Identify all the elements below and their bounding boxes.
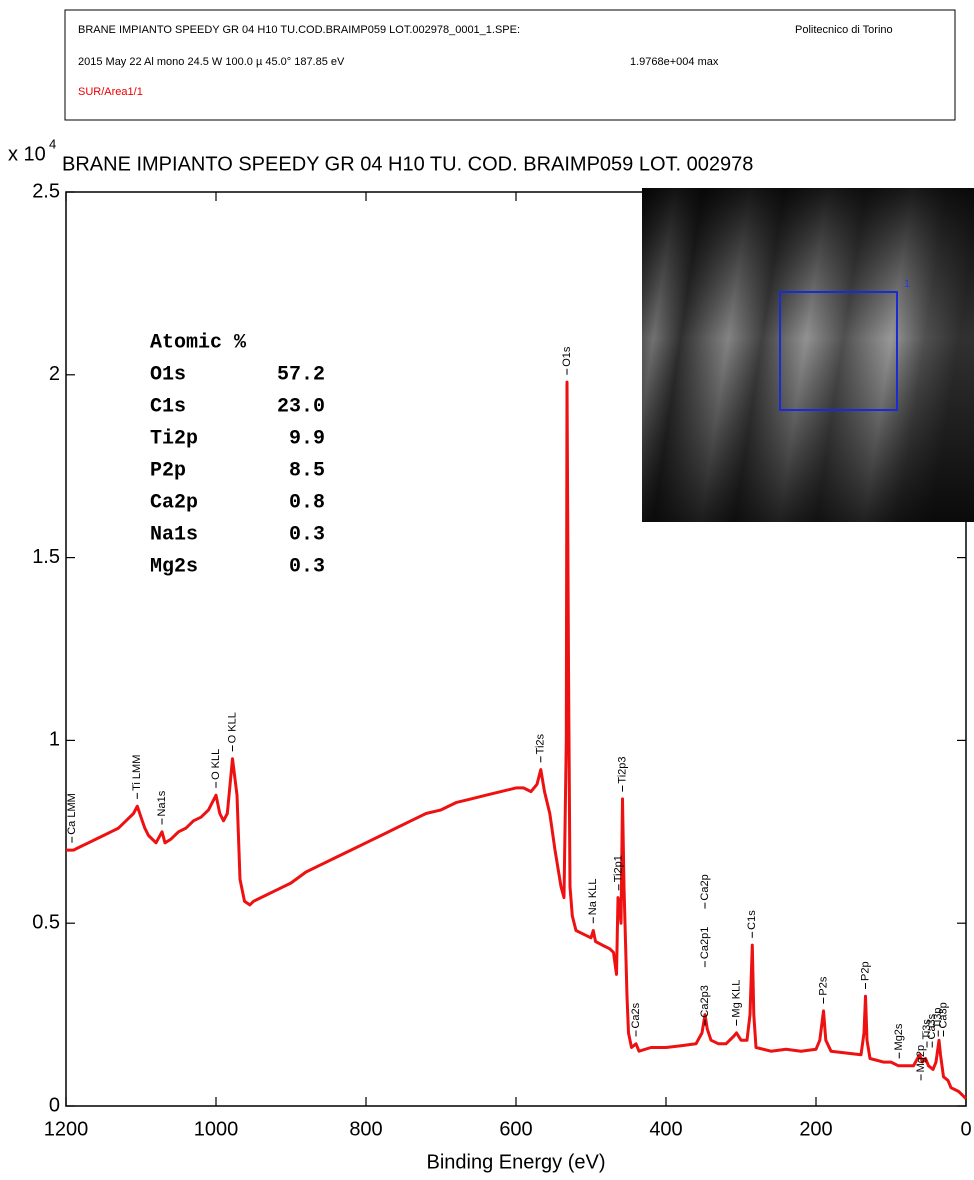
peak-label: C1s — [746, 910, 758, 930]
peak-label: Ti2p1 — [613, 855, 625, 882]
peak-label: Ca2s — [630, 1002, 642, 1028]
table-value: 0.3 — [289, 555, 325, 578]
peak-label: P2s — [817, 976, 829, 995]
peak-label: Mg KLL — [730, 980, 742, 1018]
peak-label: Ca3s — [926, 1013, 938, 1039]
table-value: 8.5 — [289, 459, 325, 482]
peak-label: Mg2s — [893, 1023, 905, 1050]
header-institution: Politecnico di Torino — [795, 24, 893, 36]
peak-label: Na KLL — [587, 878, 599, 915]
table-element: P2p — [150, 459, 186, 482]
x-tick-label: 400 — [649, 1118, 682, 1140]
y-tick-label: 1.5 — [32, 546, 60, 568]
peak-label: Ti2p3 — [616, 756, 628, 783]
table-element: Mg2s — [150, 555, 198, 578]
y-tick-label: 2 — [49, 363, 60, 385]
x-axis-label: Binding Energy (eV) — [427, 1151, 606, 1173]
header-line: BRANE IMPIANTO SPEEDY GR 04 H10 TU.COD.B… — [78, 24, 520, 36]
inset-label: 1 — [904, 278, 910, 290]
table-element: O1s — [150, 363, 186, 386]
chart-title: BRANE IMPIANTO SPEEDY GR 04 H10 TU. COD.… — [62, 153, 753, 175]
header-line: 2015 May 22 Al mono 24.5 W 100.0 µ 45.0°… — [78, 56, 345, 68]
peak-label: Ti3p — [932, 1008, 944, 1029]
y-tick-label: 1 — [49, 729, 60, 751]
table-value: 57.2 — [277, 363, 325, 386]
header-line: SUR/Area1/1 — [78, 86, 143, 98]
peak-label: Ti2s — [535, 733, 547, 754]
x-tick-label: 800 — [349, 1118, 382, 1140]
y-tick-label: 0 — [49, 1094, 60, 1116]
peak-label: P2p — [859, 961, 871, 981]
peak-label: O KLL — [226, 712, 238, 743]
peak-label: Ca2p1 — [699, 927, 711, 959]
peak-label: Mg2p — [915, 1045, 927, 1073]
x-tick-label: 0 — [960, 1118, 971, 1140]
peak-label: Ca3p — [937, 1002, 949, 1028]
peak-label: Na1s — [156, 790, 168, 816]
x-tick-label: 1200 — [44, 1118, 89, 1140]
y-multiplier: x 10 — [8, 143, 46, 165]
spectrum-line — [66, 380, 968, 1100]
y-tick-label: 2.5 — [32, 180, 60, 202]
table-element: Ti2p — [150, 427, 198, 450]
peak-label: Ti LMM — [131, 755, 143, 791]
table-element: Ca2p — [150, 491, 198, 514]
table-element: C1s — [150, 395, 186, 418]
table-title: Atomic % — [150, 331, 247, 354]
peak-label: O KLL — [210, 749, 222, 780]
y-tick-label: 0.5 — [32, 911, 60, 933]
peak-label: Ti3s — [921, 1019, 933, 1040]
peak-label: Ca2p — [699, 874, 711, 900]
peak-label: O1s — [561, 346, 573, 367]
table-element: Na1s — [150, 523, 198, 546]
inset-shade — [642, 188, 974, 522]
inset-image: 1 — [642, 188, 974, 522]
x-tick-label: 600 — [499, 1118, 532, 1140]
x-tick-label: 200 — [799, 1118, 832, 1140]
peak-label: Ca LMM — [66, 793, 78, 835]
header-max: 1.9768e+004 max — [630, 56, 719, 68]
y-multiplier-exp: 4 — [49, 136, 56, 151]
header-box — [64, 9, 956, 121]
peak-label: Ca2p3 — [699, 985, 711, 1017]
x-tick-label: 1000 — [194, 1118, 239, 1140]
table-value: 23.0 — [277, 395, 325, 418]
inset-roi — [779, 291, 898, 411]
table-value: 0.3 — [289, 523, 325, 546]
table-value: 0.8 — [289, 491, 325, 514]
table-value: 9.9 — [289, 427, 325, 450]
